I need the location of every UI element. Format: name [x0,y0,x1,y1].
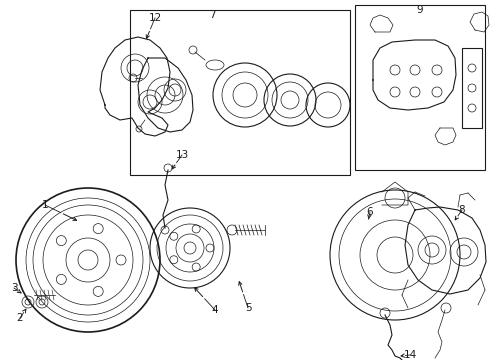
Text: 6: 6 [367,207,373,217]
Text: 1: 1 [42,200,49,210]
Text: 7: 7 [209,10,215,20]
Text: 5: 5 [245,303,251,313]
Text: 2: 2 [17,313,24,323]
Text: 4: 4 [212,305,219,315]
Bar [130,10,350,175]
Text: 14: 14 [403,350,416,360]
Text: 12: 12 [148,13,162,23]
Bar [355,5,485,170]
Bar [462,48,482,128]
Text: 9: 9 [416,5,423,15]
Text: 3: 3 [11,283,17,293]
Text: 13: 13 [175,150,189,160]
Text: 8: 8 [459,205,466,215]
